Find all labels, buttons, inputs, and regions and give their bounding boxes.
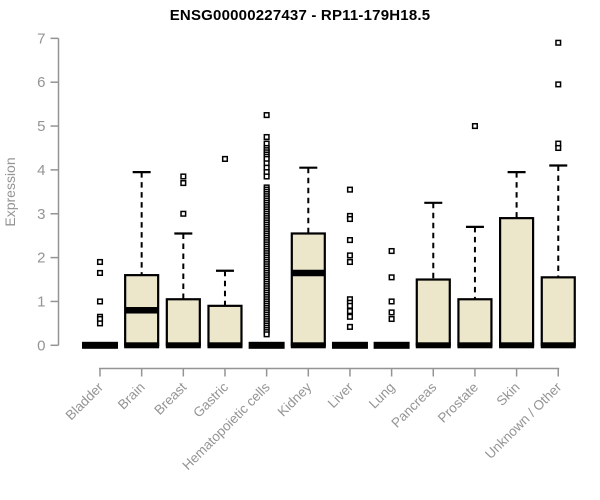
outlier-point [388,274,395,281]
median-line [248,341,285,349]
median-line [291,269,325,277]
y-tick-label: 2 [37,250,45,267]
outlier-point [346,302,354,309]
lower-staple [124,342,160,349]
y-tick-label: 6 [37,74,45,91]
median-line [165,342,201,349]
outlier-point [180,210,187,217]
outlier-point [388,247,395,255]
x-category-label: Lung [366,380,398,412]
median-line [540,342,576,349]
median-line [82,341,118,349]
outlier-point [346,186,354,193]
outlier-point [346,323,354,330]
outlier-point [471,123,478,130]
outlier-point [555,39,562,46]
x-category-label: Liver [325,379,357,411]
x-category-label: Bladder [63,379,107,423]
box [457,298,493,347]
box [290,232,326,347]
x-category-label: Breast [151,379,189,417]
y-tick-label: 3 [37,206,45,223]
y-tick-label: 4 [37,162,45,179]
x-category-label: Prostate [435,380,481,426]
x-category-label: Unknown / Other [482,379,565,462]
x-category-label: Skin [494,380,523,409]
x-category-label: Kidney [275,379,315,419]
box [540,276,576,347]
x-category-label: Pancreas [388,379,439,430]
outlier-point [263,173,270,180]
y-tick-label: 7 [37,30,45,47]
box [415,278,451,347]
outlier-point [346,237,354,244]
boxplot-group-gastric [207,155,243,349]
boxplot-group-unknown-other [540,39,576,349]
outlier-point [263,133,270,141]
y-tick-label: 5 [37,118,45,135]
boxplot-group-liver [331,186,368,349]
box [207,304,243,347]
outlier-point [263,112,270,119]
outlier-point [555,144,562,152]
median-line [457,342,493,349]
boxplot-group-brain [124,170,160,349]
y-tick-label: 1 [37,293,45,310]
boxplot-group-kidney [290,166,326,349]
lower-staple [290,342,326,349]
box [165,298,201,347]
outlier-point [96,269,104,276]
outlier-point [388,309,395,316]
outlier-point [388,298,395,305]
median-line [125,307,159,314]
boxplot-group-skin [499,170,535,349]
outlier-point [346,258,354,266]
chart-title: ENSG00000227437 - RP11-179H18.5 [169,7,431,24]
outlier-point [555,81,562,88]
outlier-point [180,180,187,187]
boxplot-group-breast [165,173,201,349]
boxplot-group-bladder [82,258,118,349]
outlier-point [346,313,354,320]
boxplot-group-lung [373,247,410,349]
median-line [499,342,535,349]
x-category-label: Brain [115,380,148,413]
outlier-point [180,173,187,180]
outlier-point [263,331,270,338]
boxplot-group-pancreas [415,201,451,349]
y-axis-label: Expression [2,157,18,226]
y-tick-label: 0 [37,337,45,354]
boxplot-group-hematopoietic-cells [248,112,285,349]
outlier-point [221,155,229,162]
median-line [331,341,368,349]
outlier-point [346,215,354,223]
median-line [207,342,243,349]
outlier-point [96,298,104,305]
outlier-point [96,320,104,327]
outlier-point [346,308,354,315]
outlier-point [346,252,354,259]
x-category-label: Gastric [190,379,231,420]
box [499,217,535,347]
outlier-point [96,258,104,266]
outlier-point [388,315,395,323]
boxplot-group-prostate [457,123,493,349]
median-line [415,342,451,349]
median-line [373,341,410,349]
